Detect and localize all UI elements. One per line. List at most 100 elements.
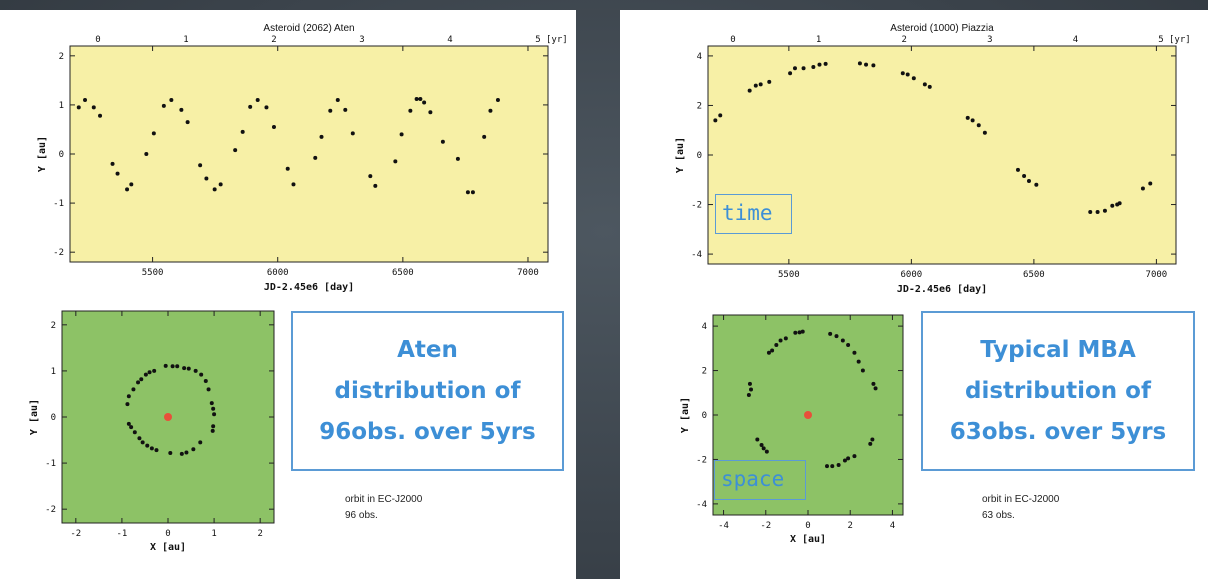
piazzia-space-sun-marker [804, 411, 812, 419]
piazzia-note-count: 63 obs. [982, 510, 1015, 521]
piazzia-space-ytick-label: 2 [702, 367, 707, 377]
aten-space-xtick-label: -1 [116, 529, 127, 539]
piazzia-space-data-point [747, 381, 752, 386]
aten-callout-line-2: distribution of [334, 377, 521, 404]
aten-time-data-point [169, 98, 174, 102]
piazzia-space-data-point [774, 343, 779, 347]
aten-time-data-point [151, 131, 156, 136]
aten-time-xtick-label: 7000 [517, 268, 539, 278]
aten-space-xtick-label: 1 [211, 529, 216, 539]
time-tag: time [715, 194, 792, 234]
piazzia-time-year-tick: 1 [816, 35, 821, 45]
piazzia-space-data-point [860, 368, 865, 373]
aten-space-data-point [210, 428, 215, 433]
aten-time-year-unit: [yr] [546, 35, 568, 45]
piazzia-space-data-point [797, 330, 802, 335]
aten-time-frame [69, 45, 549, 263]
aten-space-data-point [154, 448, 159, 453]
aten-time-ytick-label: -1 [53, 199, 64, 209]
aten-space-xtick-label: 2 [257, 529, 262, 539]
aten-time-data-point [240, 129, 245, 134]
aten-time-data-point [179, 107, 184, 112]
piazzia-space-data-point [746, 393, 751, 397]
aten-space-data-point [203, 379, 208, 384]
piazzia-space-data-point [868, 441, 873, 446]
piazzia-time-ytick-label: 0 [697, 151, 702, 161]
piazzia-space-data-point [749, 387, 753, 392]
piazzia-time-year-tick: 5 [1158, 35, 1163, 45]
piazzia-time-data-point [1110, 203, 1115, 208]
aten-space-data-point [193, 368, 198, 373]
piazzia-time-ylabel: Y [au] [675, 137, 686, 173]
piazzia-time-data-point [1140, 186, 1145, 191]
piazzia-time-data-point [758, 82, 763, 87]
aten-space-data-point [170, 364, 175, 369]
aten-time-data-point [271, 125, 276, 129]
aten-time-data-point [233, 148, 238, 153]
piazzia-time-data-point [871, 63, 876, 68]
piazzia-space-data-point [761, 446, 766, 451]
piazzia-time-title: Asteroid (1000) Piazzia [890, 23, 994, 34]
aten-time-data-point [335, 98, 340, 102]
piazzia-space-data-point [846, 456, 851, 461]
aten-space-data-point [145, 443, 150, 448]
piazzia-callout: Typical MBA distribution of 63obs. over … [921, 311, 1195, 471]
piazzia-space-xtick-label: -4 [718, 521, 729, 531]
piazzia-time-ytick-label: -4 [691, 250, 702, 260]
aten-space-data-point [152, 368, 157, 373]
aten-space-ytick-label: -1 [45, 459, 56, 469]
aten-space-ytick-label: 2 [51, 321, 56, 331]
piazzia-space-ytick-label: 0 [702, 411, 707, 421]
piazzia-time-xtick-label: 6000 [901, 270, 923, 280]
piazzia-time-ytick-label: -2 [691, 201, 702, 211]
piazzia-time-xlabel: JD-2.45e6 [day] [897, 284, 987, 295]
piazzia-time-plot: 5500 6000 6500 7000 4 2 0 -2 -4 JD-2.45e6 [day] Y … [675, 23, 1191, 295]
aten-time-data-point [350, 131, 355, 136]
aten-space-data-point [131, 387, 136, 392]
aten-time-data-point [98, 113, 103, 118]
aten-time-data-point [129, 182, 134, 187]
aten-time-data-point [264, 105, 269, 110]
aten-time-data-point [343, 107, 348, 112]
aten-time-data-point [465, 190, 470, 195]
piazzia-time-year-tick: 3 [987, 35, 992, 45]
piazzia-time-data-point [965, 115, 970, 120]
aten-space-data-point [179, 451, 184, 456]
aten-space-sun-marker [164, 413, 172, 421]
piazzia-space-data-point [828, 331, 833, 336]
piazzia-callout-line-3: 63obs. over 5yrs [949, 418, 1167, 445]
piazzia-time-data-point [1088, 209, 1093, 214]
aten-space-data-point [147, 370, 152, 375]
piazzia-space-data-point [793, 330, 798, 335]
piazzia-time-data-point [811, 65, 816, 70]
aten-time-data-point [482, 134, 487, 139]
piazzia-time-data-point [976, 123, 981, 128]
piazzia-note-frame: orbit in EC-J2000 [982, 494, 1060, 505]
aten-time-data-point [399, 132, 404, 137]
aten-time-data-point [319, 134, 324, 139]
piazzia-time-year-tick: 4 [1073, 35, 1078, 45]
aten-time-data-point [83, 98, 88, 102]
aten-space-data-point [199, 372, 204, 377]
aten-time-ytick-label: 1 [59, 101, 64, 111]
aten-space-data-point [191, 447, 196, 452]
piazzia-time-data-point [857, 61, 862, 66]
piazzia-space-data-point [778, 338, 783, 343]
aten-time-xtick-label: 6500 [392, 268, 414, 278]
aten-space-data-point [139, 377, 144, 382]
piazzia-time-data-point [970, 118, 975, 123]
aten-time-data-point [285, 166, 290, 171]
piazzia-space-xlabel: X [au] [790, 534, 826, 545]
piazzia-time-xtick-label: 6500 [1023, 270, 1045, 280]
piazzia-time-data-point [767, 79, 772, 84]
aten-space-data-point [209, 401, 214, 406]
aten-time-data-point [495, 98, 500, 102]
piazzia-space-data-point [825, 464, 829, 469]
aten-space-data-point [136, 380, 141, 385]
piazzia-space-ytick-label: -4 [696, 500, 707, 510]
aten-time-xlabel: JD-2.45e6 [day] [264, 282, 354, 293]
piazzia-time-data-point [801, 66, 806, 71]
piazzia-space-data-point [846, 343, 851, 347]
piazzia-time-data-point [1102, 208, 1107, 213]
piazzia-space-plot: -4 -2 0 2 4 4 2 0 -2 -4 X [au] Y [au] [680, 314, 904, 545]
